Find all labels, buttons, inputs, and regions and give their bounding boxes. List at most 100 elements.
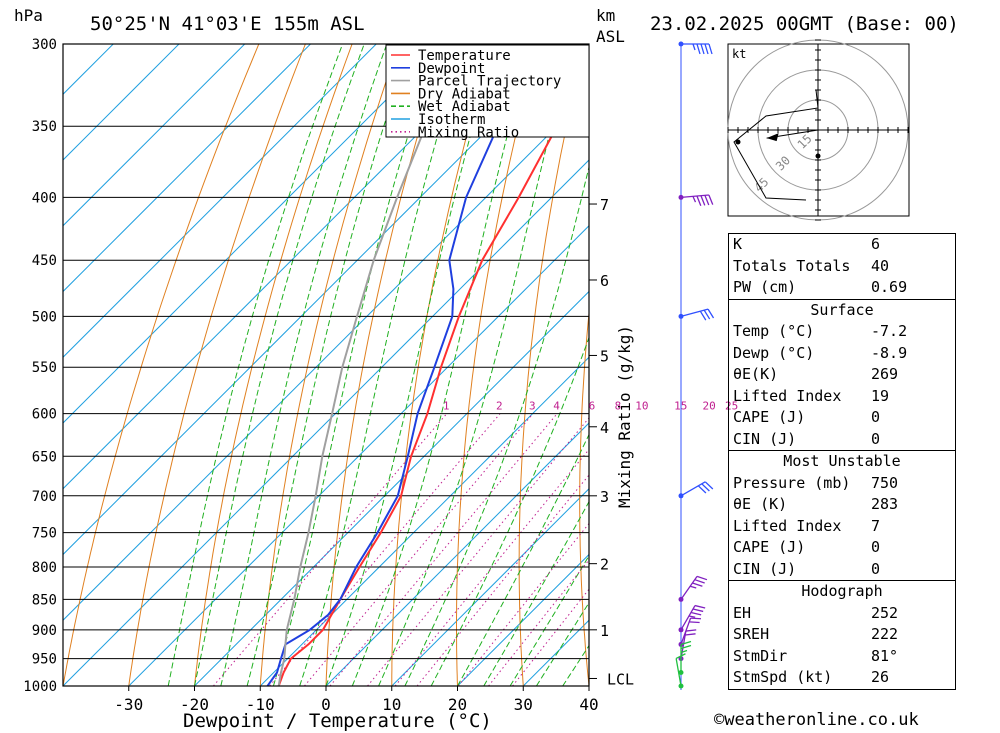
wind-barb-flag [690, 617, 702, 620]
pressure-tick-label: 900 [32, 623, 57, 639]
height-km-axis: 1 2 3 4 5 6 7 LCL [589, 196, 634, 688]
isotherm-line [63, 44, 377, 358]
hodograph-index-value: 81° [871, 646, 899, 665]
wind-barb-flag [675, 653, 686, 660]
km-label: 6 [600, 272, 609, 290]
wind-barb [675, 653, 686, 687]
wet-adiabat-line [404, 164, 589, 686]
wind-barb-flag [697, 485, 707, 494]
most-unstable-index-row: θE (K) 283 [729, 494, 955, 516]
wind-barb-flag [707, 308, 715, 319]
surface-index-label: θE(K) [733, 365, 779, 383]
wet-adiabat-line [457, 433, 589, 686]
x-axis-title: Dewpoint / Temperature (°C) [183, 710, 492, 732]
wind-barb-flag [700, 195, 706, 206]
x-tick-label: -20 [180, 695, 209, 714]
mixing-ratio-labels: 1 2 3 4 6 8 10 15 20 25 [443, 400, 738, 413]
wind-barb [681, 43, 713, 55]
hodograph-index-row: StmSpd (kt) 26 [729, 667, 955, 689]
km-label: 2 [600, 556, 609, 574]
surface-index-label: CIN (J) [733, 429, 797, 448]
isotherm-line [391, 488, 589, 686]
wet-adiabat-line [220, 44, 388, 686]
legend-label: Dewpoint [418, 61, 485, 77]
basic-index-value: 0.69 [871, 278, 908, 296]
wet-adiabat-line [483, 500, 589, 686]
mixing-ratio-line [213, 413, 448, 686]
series-parcel-trajectory [277, 125, 427, 686]
mixing-ratio-label: 1 [443, 400, 450, 413]
basic-indices: K 6 Totals Totals 40 PW (cm) 0.69 [729, 234, 955, 299]
km-label: LCL [607, 670, 634, 688]
wind-barb-flag [704, 195, 710, 206]
x-tick-label: 20 [448, 695, 467, 714]
pressure-tick-label: 400 [32, 190, 57, 206]
hodograph-start-dot [815, 153, 821, 159]
most-unstable-index-value: 0 [871, 538, 881, 556]
wind-barb-half [692, 43, 696, 51]
dry-adiabat-line [956, 44, 1000, 686]
wind-barb-half [689, 585, 697, 589]
x-tick-label: 30 [514, 695, 533, 714]
wind-barb-flag [680, 640, 692, 646]
wind-barb-flag [704, 481, 714, 490]
km-label: 3 [600, 488, 609, 506]
mixing-ratio-axis-title: Mixing Ratio (g/kg) [615, 325, 634, 508]
wind-barb-flag [701, 483, 710, 492]
wind-barb-shaft [675, 658, 682, 687]
legend-label: Isotherm [418, 112, 485, 128]
pressure-unit-label: hPa [14, 6, 43, 25]
hodograph-index-label: StmDir [733, 646, 788, 665]
wind-barb [680, 481, 714, 497]
axes-labels: 3003504004505005506006507007508008509009… [23, 37, 598, 714]
isotherm-line [63, 44, 443, 424]
most-unstable-index-value: 750 [871, 473, 899, 492]
surface-section: Surface Temp (°C) -7.2 Dewp (°C) -8.9 θE(K) 2… [729, 298, 955, 451]
km-label: 7 [600, 196, 609, 214]
wind-barb-flag [704, 43, 709, 55]
hodograph-end-dot [735, 139, 741, 145]
wind-barb-flag [696, 43, 701, 55]
site-credit[interactable]: ©weatheronline.co.uk [714, 710, 919, 730]
wind-barbs [675, 41, 715, 690]
series-temperature [277, 77, 589, 686]
x-tick-label: -30 [114, 695, 143, 714]
most-unstable-index-value: 7 [871, 516, 881, 535]
most-unstable-index-label: θE (K) [733, 495, 788, 513]
wet-adiabat-line [351, 44, 533, 686]
hodograph-title: Hodograph [801, 582, 883, 600]
wind-barb-flag [708, 194, 714, 205]
hodograph-index-value: 252 [871, 603, 899, 622]
wind-barb-flag [703, 309, 711, 320]
legend-label: Temperature [418, 48, 511, 64]
surface-index-row: CAPE (J) 0 [729, 407, 955, 429]
most-unstable-index-label: CAPE (J) [733, 538, 806, 556]
km-label: 4 [600, 419, 609, 437]
indices-table: K 6 Totals Totals 40 PW (cm) 0.69 Surface Tem… [728, 233, 956, 690]
most-unstable-index-value: 0 [871, 559, 881, 578]
mixing-ratio-label: 6 [589, 400, 596, 413]
wind-barb-shaft [680, 630, 687, 659]
wind-barb-half [680, 649, 688, 654]
wind-barb-flag [690, 611, 702, 616]
isotherm-line [63, 44, 311, 293]
surface-index-value: -8.9 [871, 343, 908, 362]
hodograph-index-label: StmSpd (kt) [733, 668, 833, 686]
wind-barb-shaft [680, 481, 706, 497]
surface-index-value: 0 [871, 408, 881, 426]
location-label: 50°25'N 41°03'E 155m ASL [90, 13, 365, 35]
isotherm-line [63, 44, 180, 161]
wind-barb [680, 194, 714, 206]
surface-index-value: 0 [871, 429, 881, 448]
hodograph-index-value: 222 [871, 625, 899, 643]
surface-index-row: θE(K) 269 [729, 364, 955, 386]
surface-index-label: Temp (°C) [733, 322, 815, 340]
hodograph-trace [733, 89, 819, 201]
pressure-tick-label: 750 [32, 526, 57, 542]
wind-barb [680, 604, 706, 631]
basic-index-label: PW (cm) [733, 278, 797, 296]
dry-adiabat-line [128, 44, 306, 686]
wind-barb-shaft [680, 308, 709, 318]
